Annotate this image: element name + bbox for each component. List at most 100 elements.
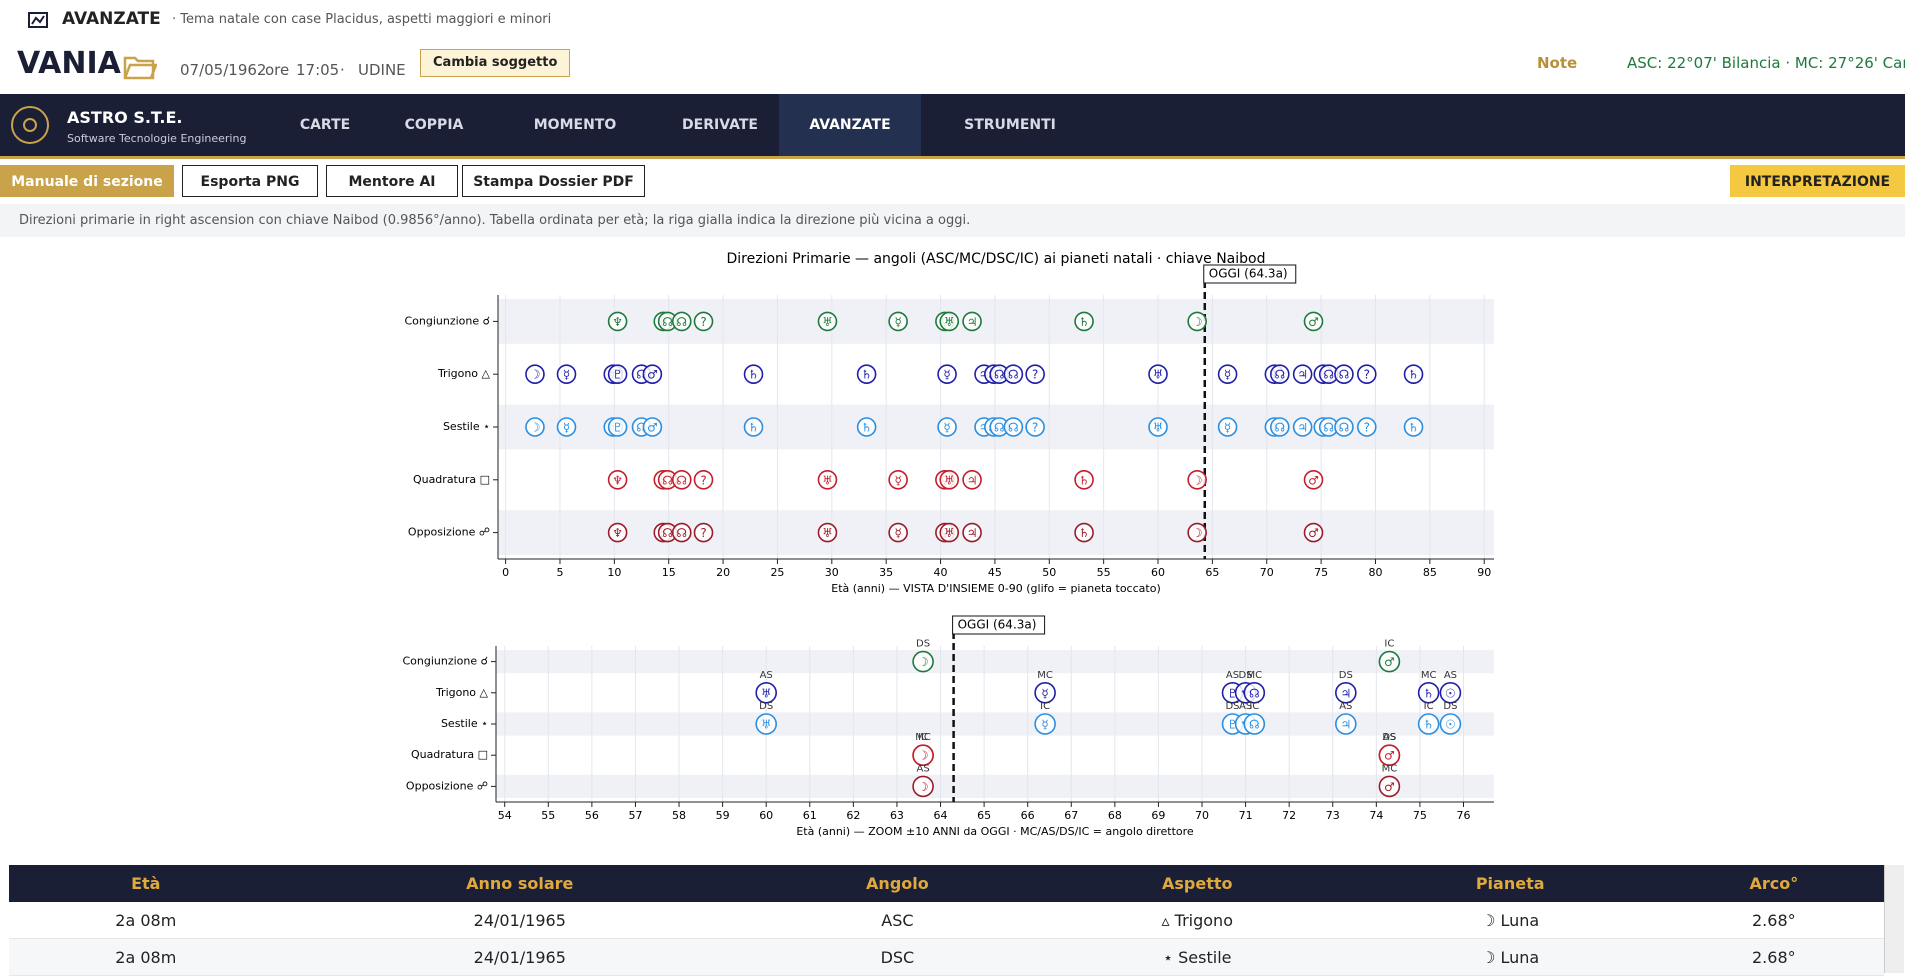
row-band [498,299,1494,344]
point-glyph: ♅ [761,718,772,732]
point-glyph: ☊ [662,315,673,329]
notes-link[interactable]: Note [1537,54,1577,72]
point [1034,681,1056,704]
point-glyph: ☽ [530,421,541,435]
point [755,681,778,704]
point-glyph: ♄ [861,421,872,435]
angle-label: IC [1384,639,1394,650]
point [1417,713,1440,735]
mentor-ai-button[interactable]: Mentore AI [326,165,458,197]
point [755,713,778,735]
point [1034,713,1056,735]
section-subtitle: · Tema natale con case Placidus, aspetti… [172,12,552,27]
point-glyph: ☊ [636,421,647,435]
angle-label: IC [1424,701,1434,712]
point-glyph: ☊ [662,526,673,540]
point [888,311,908,332]
point-glyph: ☊ [994,421,1005,435]
y-tick-label: Opposizione ☍ [406,779,488,792]
point-glyph: ☿ [894,526,901,540]
point-glyph: ♅ [822,473,833,487]
column-header: Età [9,865,283,902]
angle-label: DS [1443,701,1457,712]
manual-button[interactable]: Manuale di sezione [0,165,174,197]
angle-label: DS [759,701,773,712]
table-cell: 24/01/1965 [282,938,757,976]
column-header: Arco° [1663,865,1884,902]
x-tick-label: 75 [1413,809,1427,822]
angle-label: DS [916,639,930,650]
y-tick-label: Trigono △ [435,686,489,699]
point [817,522,838,543]
point-glyph: ♃ [967,473,978,487]
point-glyph: ? [700,473,706,487]
nav-item[interactable]: COPPIA [404,117,464,133]
charts: Direzioni Primarie — angoli (ASC/MC/DSC/… [402,251,1494,838]
point [1334,364,1354,384]
x-axis-label: Età (anni) — ZOOM ±10 ANNI da OGGI · MC/… [796,825,1194,838]
y-tick-label: Trigono △ [437,367,491,380]
interpretation-button[interactable]: INTERPRETAZIONE [1730,165,1905,197]
table-cell: 24/01/1965 [282,902,757,939]
birth-time: 17:05 [296,61,340,79]
table-cell: DSC [756,938,1038,976]
point [642,417,663,437]
point [1187,470,1207,490]
point [856,417,877,437]
directions-table: Età Anno solare Angolo Aspetto Pianeta Arco° … [9,865,1884,976]
point-glyph: ? [1032,368,1038,382]
point [693,522,714,543]
point-glyph: ☽ [918,780,929,794]
print-pdf-button[interactable]: Stampa Dossier PDF [462,165,645,197]
y-tick-label: Opposizione ☍ [408,526,490,539]
x-tick-label: 60 [1151,566,1165,579]
point [1334,417,1354,437]
point-glyph: ☿ [1224,421,1231,435]
point-glyph: ☊ [676,315,687,329]
point-glyph: ☿ [1041,686,1048,700]
scrollbar[interactable] [1884,865,1904,973]
nav-item[interactable]: DERIVATE [682,117,758,133]
point [1217,417,1238,437]
section-title: AVANZATE [62,9,161,29]
nav-item[interactable]: MOMENTO [533,117,617,133]
point-glyph: ☿ [563,368,570,382]
x-tick-label: 25 [770,566,784,579]
point [1187,311,1207,332]
point-glyph: ♄ [1423,686,1434,700]
point [1292,364,1313,384]
y-tick-label: Sestile ⋆ [443,420,490,433]
point-glyph: ☿ [1224,368,1231,382]
point-glyph: ♆ [612,473,623,487]
point-glyph: ☊ [1339,368,1350,382]
nav-item[interactable]: STRUMENTI [964,117,1056,133]
x-tick-label: 30 [825,566,839,579]
point [1403,417,1424,437]
point [1439,681,1462,704]
point [671,522,692,543]
x-tick-label: 69 [1151,809,1165,822]
x-tick-label: 56 [585,809,599,822]
nav-bar: ASTRO S.T.E. Software Tecnologie Enginee… [0,94,1905,159]
point-glyph: ☽ [1192,315,1203,329]
x-tick-label: 68 [1108,809,1122,822]
point-glyph: ? [1032,421,1038,435]
angle-label: AS [1239,701,1252,712]
point [817,470,838,490]
folder-icon[interactable] [123,52,157,80]
point-glyph: ♇ [612,421,623,435]
point-glyph: ? [1364,421,1370,435]
point-glyph: ♇ [1227,686,1238,700]
point [939,311,960,332]
point-glyph: ♄ [1079,473,1090,487]
angle-label: AS [916,763,929,774]
change-subject-button[interactable]: Cambia soggetto [420,49,571,77]
angle-label: DS [1239,670,1253,681]
point-glyph: ☊ [1323,421,1334,435]
nav-item-active[interactable]: AVANZATE [779,94,921,156]
nav-item[interactable]: CARTE [299,117,351,133]
export-png-button[interactable]: Esporta PNG [182,165,318,197]
point-glyph: ☽ [530,368,541,382]
chart-angles: ASC: 22°07' Bilancia · MC: 27°26' Cancro [1627,54,1905,72]
